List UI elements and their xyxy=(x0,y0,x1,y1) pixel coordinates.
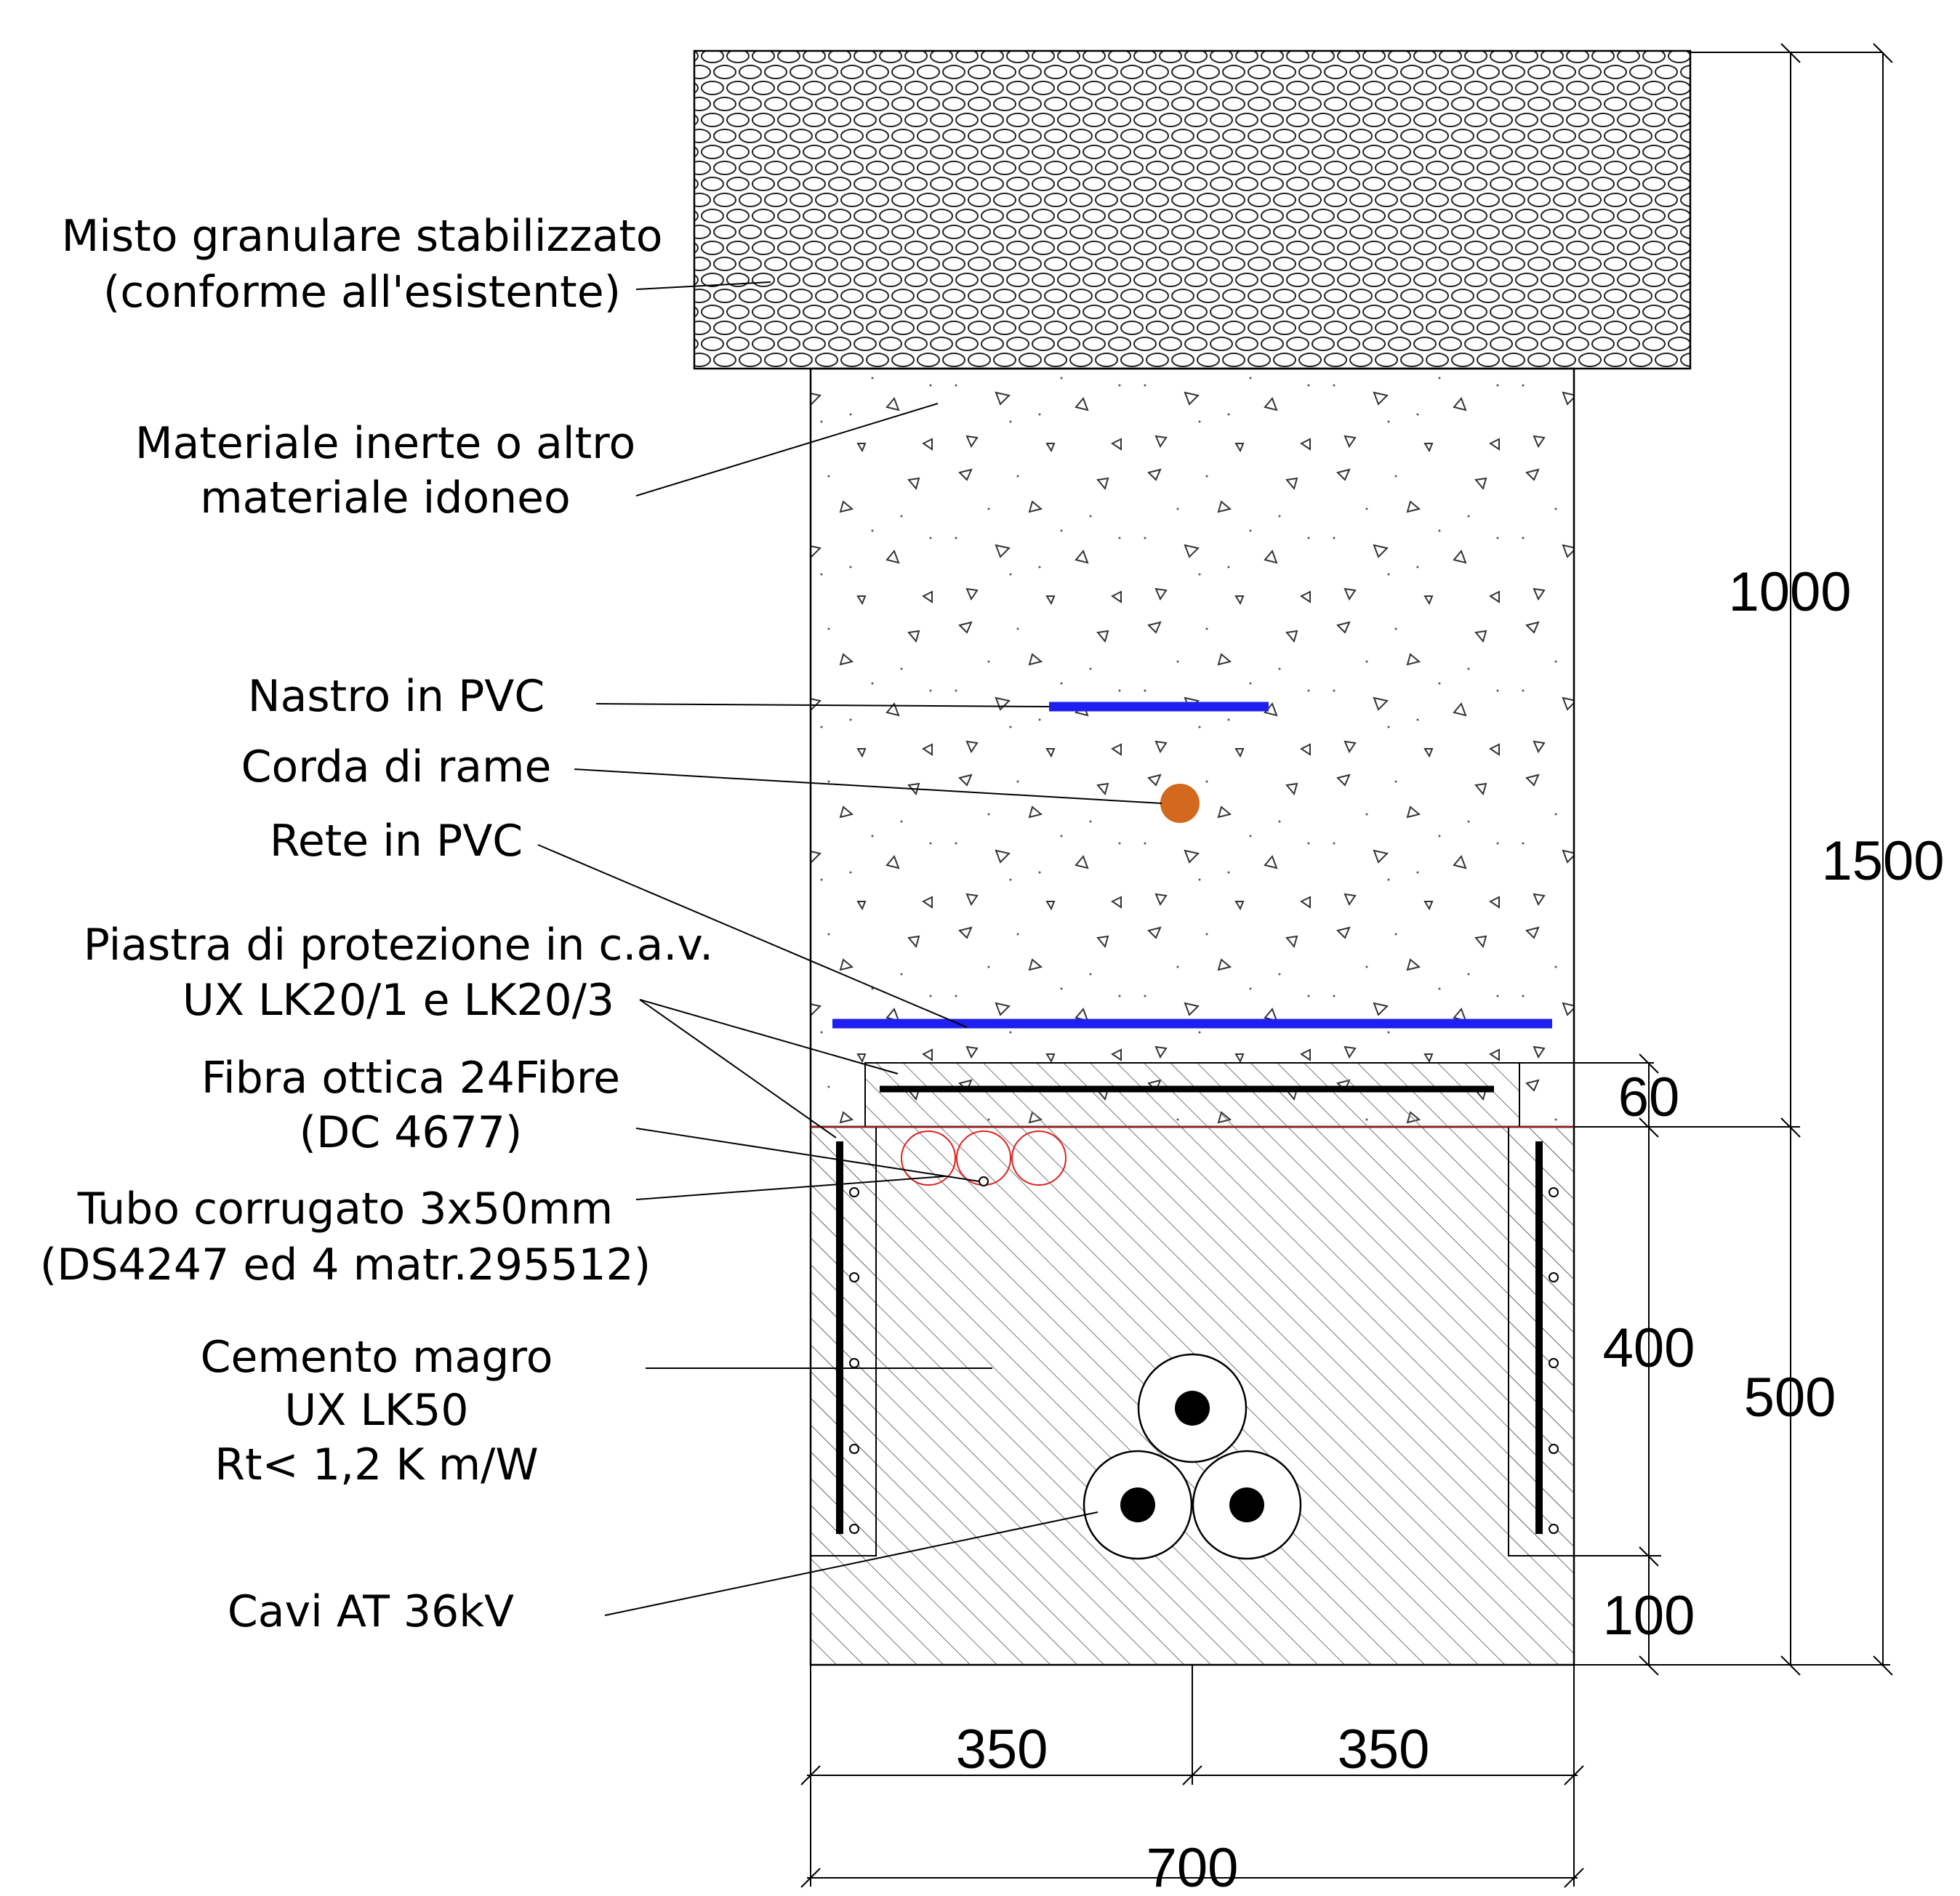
label-fibra-line1: Fibra ottica 24Fibre xyxy=(201,1053,620,1104)
label-cemento-line1: Cemento magro xyxy=(201,1332,553,1383)
label-cemento-line3: Rt< 1,2 K m/W xyxy=(214,1439,538,1490)
label-piastra-line2: UX LK20/1 e LK20/3 xyxy=(182,975,614,1026)
inert-fill-layer xyxy=(809,367,1575,1128)
dim-1000: 1000 xyxy=(1728,561,1851,623)
protection-slab-top xyxy=(864,1062,1520,1128)
label-corda: Corda di rame xyxy=(241,742,552,792)
leader-lines xyxy=(537,281,1162,1616)
label-rete: Rete in PVC xyxy=(270,816,523,867)
dim-350-right: 350 xyxy=(1338,1719,1430,1780)
optical-fiber xyxy=(979,1176,989,1186)
dim-100: 100 xyxy=(1603,1585,1695,1647)
dim-1500: 1500 xyxy=(1821,830,1944,892)
label-tubo-line2: (DS4247 ed 4 matr.295512) xyxy=(40,1240,651,1290)
label-fibra-line2: (DC 4677) xyxy=(300,1107,523,1158)
dim-60: 60 xyxy=(1618,1066,1680,1128)
dim-700: 700 xyxy=(1146,1837,1239,1896)
slab-rebar-dots-left xyxy=(849,1187,859,1534)
dim-500: 500 xyxy=(1744,1367,1836,1429)
dim-350-left: 350 xyxy=(956,1719,1048,1780)
label-inerte-line1: Materiale inerte o altro xyxy=(135,418,635,469)
dimension-lines xyxy=(800,43,1893,1888)
dim-400: 400 xyxy=(1603,1317,1695,1379)
label-piastra-line1: Piastra di protezione in c.a.v. xyxy=(84,920,713,971)
gravel-layer xyxy=(693,49,1692,370)
label-cavi: Cavi AT 36kV xyxy=(228,1586,514,1637)
label-nastro: Nastro in PVC xyxy=(248,671,545,722)
label-misto-line2: (conforme all'esistente) xyxy=(103,267,621,318)
hv-cables xyxy=(1083,1353,1302,1560)
label-misto-line1: Misto granulare stabilizzato xyxy=(62,211,663,262)
slab-rebar-dots-right xyxy=(1549,1187,1559,1534)
label-inerte-line2: materiale idoneo xyxy=(200,473,571,523)
label-cemento-line2: UX LK50 xyxy=(284,1385,468,1436)
copper-rope xyxy=(1160,784,1200,823)
label-tubo-line1: Tubo corrugato 3x50mm xyxy=(77,1184,614,1234)
